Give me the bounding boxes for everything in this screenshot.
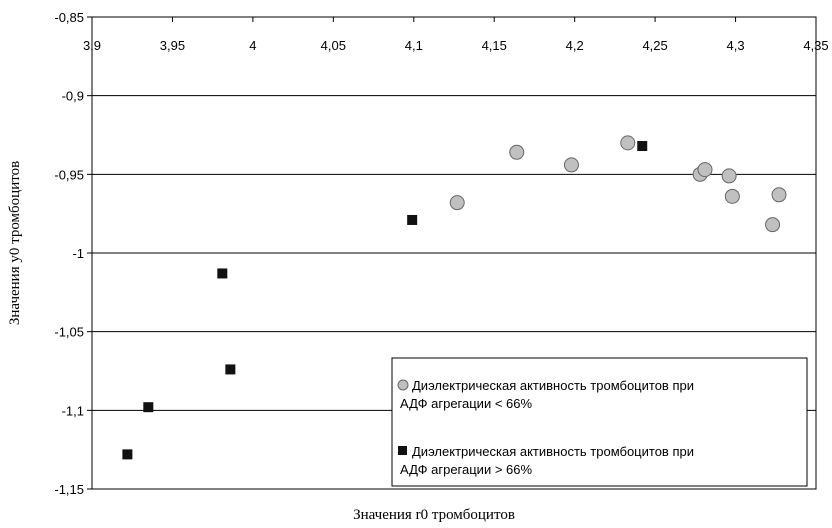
data-point-square [217, 268, 228, 279]
x-tick-label: 4,35 [803, 38, 828, 53]
data-point-square [122, 449, 133, 460]
x-tick-label: 4,05 [321, 38, 346, 53]
data-point-circle [620, 135, 636, 151]
legend-box [391, 357, 808, 487]
data-point-circle [721, 168, 737, 184]
y-tick-label: -0,85 [54, 10, 84, 25]
data-point-square [407, 214, 418, 225]
x-tick-label: 4,1 [405, 38, 423, 53]
data-point-circle [771, 187, 787, 203]
x-tick-label: 4,25 [642, 38, 667, 53]
y-tick-label: -1,1 [62, 403, 84, 418]
y-tick-label: -0,9 [62, 89, 84, 104]
data-point-square [637, 141, 648, 152]
legend-label: Диэлектрическая активность тромбоцитов п… [400, 378, 694, 411]
y-tick-label: -1,05 [54, 325, 84, 340]
legend-label: Диэлектрическая активность тромбоцитов п… [400, 444, 694, 477]
legend-marker-square [398, 446, 407, 455]
x-axis-title: Значения r0 тромбоцитов [353, 507, 515, 523]
data-point-circle [509, 144, 525, 160]
x-tick-label: 3,9 [83, 38, 101, 53]
data-point-circle [765, 217, 781, 233]
y-tick-label: -0,95 [54, 167, 84, 182]
x-tick-label: 4 [249, 38, 256, 53]
data-point-circle [563, 157, 579, 173]
data-point-circle [697, 162, 713, 178]
y-axis-title: Значения y0 тромбоцитов [7, 161, 23, 325]
x-tick-label: 4,15 [482, 38, 507, 53]
data-point-circle [449, 195, 465, 211]
data-point-square [143, 402, 154, 413]
legend-marker-circle [397, 379, 409, 391]
y-axis: -0,85 -0,9 -0,95 -1 -1,05 -1,1 -1,15 [54, 10, 92, 497]
y-tick-label: -1,15 [54, 482, 84, 497]
x-tick-label: 4,2 [566, 38, 584, 53]
x-axis: 3,9 3,95 4 4,05 4,1 4,15 4,2 4,25 4,3 4,35 [83, 17, 829, 53]
legend: Диэлектрическая активность тромбоцитов п… [391, 357, 808, 487]
x-tick-label: 3,95 [160, 38, 185, 53]
data-points [122, 135, 787, 460]
data-point-circle [724, 188, 740, 204]
x-tick-label: 4,3 [727, 38, 745, 53]
y-tick-label: -1 [72, 246, 84, 261]
data-point-square [225, 364, 236, 375]
